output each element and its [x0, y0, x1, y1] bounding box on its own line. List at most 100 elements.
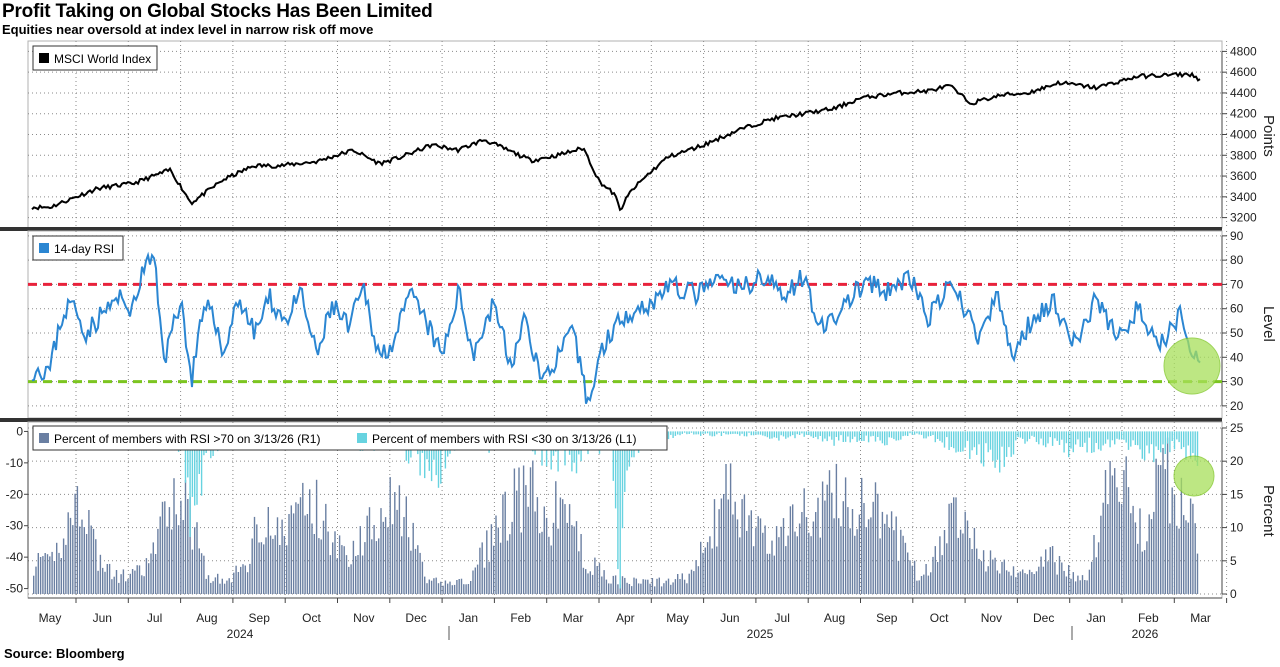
- bar-below30: [762, 431, 764, 436]
- bar-above70: [67, 512, 69, 594]
- bar-above70: [925, 564, 927, 594]
- bar-above70: [647, 579, 649, 594]
- x-tick-label: Oct: [930, 611, 949, 625]
- bar-above70: [205, 578, 207, 595]
- bar-above70: [831, 492, 833, 594]
- bar-below30: [782, 431, 785, 437]
- bar-below30: [1070, 431, 1072, 449]
- bar-above70: [263, 544, 265, 594]
- bar-above70: [847, 507, 849, 595]
- bar-above70: [320, 539, 322, 595]
- ylabel-points: Points: [1260, 115, 1277, 157]
- bar-above70: [700, 541, 702, 594]
- bar-below30: [1017, 431, 1019, 438]
- bar-above70: [1084, 580, 1086, 594]
- bar-above70: [118, 582, 120, 594]
- y-tick-label: -30: [6, 519, 24, 533]
- bar-above70: [37, 553, 39, 594]
- bar-below30: [865, 431, 867, 436]
- bar-above70: [927, 575, 930, 594]
- bar-above70: [621, 576, 624, 594]
- bar-below30: [1178, 431, 1180, 443]
- bar-above70: [948, 503, 950, 595]
- bar-above70: [752, 546, 755, 594]
- bar-above70: [1091, 561, 1093, 594]
- bar-above70: [161, 501, 164, 594]
- bar-above70: [796, 536, 798, 595]
- bar-below30: [1093, 431, 1095, 453]
- legend-swatch-index: [39, 53, 49, 63]
- y-tick-label: 3400: [1230, 190, 1257, 204]
- bar-above70: [272, 538, 274, 594]
- bar-above70: [677, 574, 679, 594]
- bar-above70: [1065, 576, 1068, 594]
- bar-above70: [904, 542, 907, 595]
- bar-above70: [267, 507, 269, 595]
- bar-above70: [336, 558, 338, 595]
- bar-above70: [1033, 574, 1035, 594]
- bar-above70: [525, 485, 527, 594]
- bar-below30: [939, 431, 941, 441]
- bar-above70: [1028, 569, 1031, 594]
- bar-above70: [131, 569, 134, 594]
- bar-above70: [1150, 519, 1153, 594]
- bar-above70: [626, 582, 628, 594]
- bar-above70: [366, 515, 368, 594]
- bar-above70: [959, 529, 962, 594]
- bar-below30: [729, 431, 732, 435]
- legend-rsi: 14-day RSI: [32, 235, 124, 261]
- bar-above70: [173, 478, 175, 595]
- bar-above70: [824, 500, 826, 594]
- bar-above70: [805, 517, 808, 594]
- bar-above70: [527, 506, 529, 594]
- bar-above70: [936, 562, 939, 594]
- bar-above70: [1125, 456, 1127, 595]
- bar-below30: [1024, 431, 1026, 444]
- bar-below30: [856, 431, 858, 442]
- bar-above70: [725, 464, 727, 594]
- y-tick-label: 20: [1230, 399, 1244, 413]
- bar-above70: [844, 477, 847, 594]
- bar-below30: [191, 431, 194, 497]
- bar-above70: [230, 582, 233, 594]
- bar-below30: [200, 431, 203, 496]
- bar-above70: [821, 481, 824, 594]
- bar-below30: [697, 431, 700, 435]
- bar-below30: [980, 431, 982, 464]
- bar-above70: [966, 520, 969, 594]
- bar-above70: [711, 548, 713, 595]
- bar-above70: [874, 482, 877, 594]
- bar-above70: [628, 584, 631, 594]
- bar-above70: [129, 573, 131, 594]
- bar-below30: [1045, 431, 1047, 448]
- bar-below30: [810, 431, 812, 437]
- bar-above70: [1189, 498, 1192, 594]
- panel-divider: [0, 227, 1222, 231]
- bar-above70: [992, 559, 994, 594]
- bar-below30: [723, 431, 725, 433]
- bar-above70: [281, 519, 283, 594]
- bar-above70: [304, 515, 306, 595]
- bar-above70: [516, 490, 518, 595]
- bar-below30: [732, 431, 734, 434]
- bar-below30: [1148, 431, 1150, 454]
- bar-above70: [911, 565, 913, 594]
- bar-below30: [1176, 431, 1178, 440]
- y-tick-label: 40: [1230, 350, 1244, 364]
- bar-above70: [1171, 487, 1173, 594]
- bar-below30: [1116, 431, 1118, 439]
- x-tick-label: May: [666, 611, 689, 625]
- bar-above70: [1162, 448, 1164, 594]
- bar-above70: [359, 526, 361, 594]
- bar-below30: [194, 431, 196, 506]
- bar-below30: [189, 431, 191, 537]
- bar-below30: [1166, 431, 1169, 444]
- bar-below30: [1086, 431, 1088, 453]
- bar-below30: [1065, 431, 1068, 444]
- bar-above70: [532, 460, 534, 594]
- bar-above70: [171, 529, 173, 594]
- bar-below30: [930, 431, 932, 436]
- bar-above70: [453, 584, 456, 595]
- bar-above70: [780, 526, 782, 594]
- bar-above70: [311, 523, 313, 594]
